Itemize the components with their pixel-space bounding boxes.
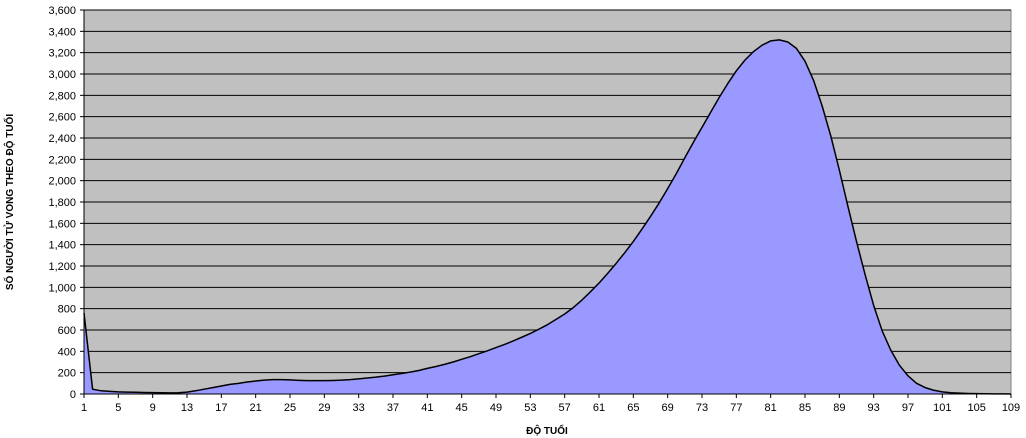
x-tick-label: 89 xyxy=(833,402,845,414)
x-tick-label: 5 xyxy=(115,402,121,414)
x-tick-label: 101 xyxy=(933,402,951,414)
x-tick-label: 93 xyxy=(868,402,880,414)
series-layer xyxy=(83,39,1012,395)
x-tick-label: 81 xyxy=(765,402,777,414)
y-tick-label: 800 xyxy=(58,304,76,316)
area-outline xyxy=(83,39,1012,395)
x-tick-label: 97 xyxy=(902,402,914,414)
y-tick-label: 1,000 xyxy=(48,282,76,294)
x-tick-label: 37 xyxy=(387,402,399,414)
y-tick-label: 3,200 xyxy=(48,48,76,60)
x-tick-label: 33 xyxy=(353,402,365,414)
area-fill xyxy=(84,39,1011,395)
x-tick-label: 61 xyxy=(593,402,605,414)
y-tick-label: 200 xyxy=(58,368,76,380)
x-tick-label: 41 xyxy=(421,402,433,414)
y-axis-ticks: 0 200 400 600 800 1,000 1,200 1,400 1,600 1,800 2,… xyxy=(48,5,84,401)
x-tick-label: 25 xyxy=(284,402,296,414)
x-tick-label: 45 xyxy=(456,402,468,414)
y-tick-label: 400 xyxy=(58,346,76,358)
y-tick-label: 2,600 xyxy=(48,112,76,124)
y-tick-label: 3,000 xyxy=(48,69,76,81)
x-tick-label: 73 xyxy=(696,402,708,414)
y-tick-label: 1,400 xyxy=(48,240,76,252)
x-tick-label: 105 xyxy=(967,402,985,414)
y-tick-label: 600 xyxy=(58,325,76,337)
y-tick-label: 2,200 xyxy=(48,154,76,166)
y-tick-label: 2,400 xyxy=(48,133,76,145)
y-tick-label: 3,600 xyxy=(48,5,76,17)
x-axis-title: ĐỘ TUỔI xyxy=(526,424,568,437)
y-tick-label: 0 xyxy=(70,389,76,401)
x-tick-label: 53 xyxy=(524,402,536,414)
y-tick-label: 1,800 xyxy=(48,197,76,209)
y-tick-label: 1,200 xyxy=(48,261,76,273)
x-tick-label: 9 xyxy=(150,402,156,414)
x-tick-label: 13 xyxy=(181,402,193,414)
x-tick-label: 17 xyxy=(215,402,227,414)
x-tick-label: 77 xyxy=(730,402,742,414)
x-tick-label: 1 xyxy=(81,402,87,414)
x-tick-label: 85 xyxy=(799,402,811,414)
x-tick-label: 69 xyxy=(662,402,674,414)
x-tick-label: 49 xyxy=(490,402,502,414)
y-tick-label: 3,400 xyxy=(48,26,76,38)
x-tick-label: 21 xyxy=(250,402,262,414)
x-axis-ticks: 1 5 9 13 17 21 25 29 33 37 41 45 49 53 57 61 65 69 73 77 81 8… xyxy=(81,394,1020,414)
x-tick-label: 109 xyxy=(1002,402,1020,414)
y-axis-title: SỐ NGƯỜI TỬ VONG THEO ĐỘ TUỔI xyxy=(2,114,16,290)
y-tick-label: 2,000 xyxy=(48,176,76,188)
x-tick-label: 29 xyxy=(318,402,330,414)
y-tick-label: 1,600 xyxy=(48,218,76,230)
x-tick-label: 65 xyxy=(627,402,639,414)
y-tick-label: 2,800 xyxy=(48,90,76,102)
x-tick-label: 57 xyxy=(559,402,571,414)
